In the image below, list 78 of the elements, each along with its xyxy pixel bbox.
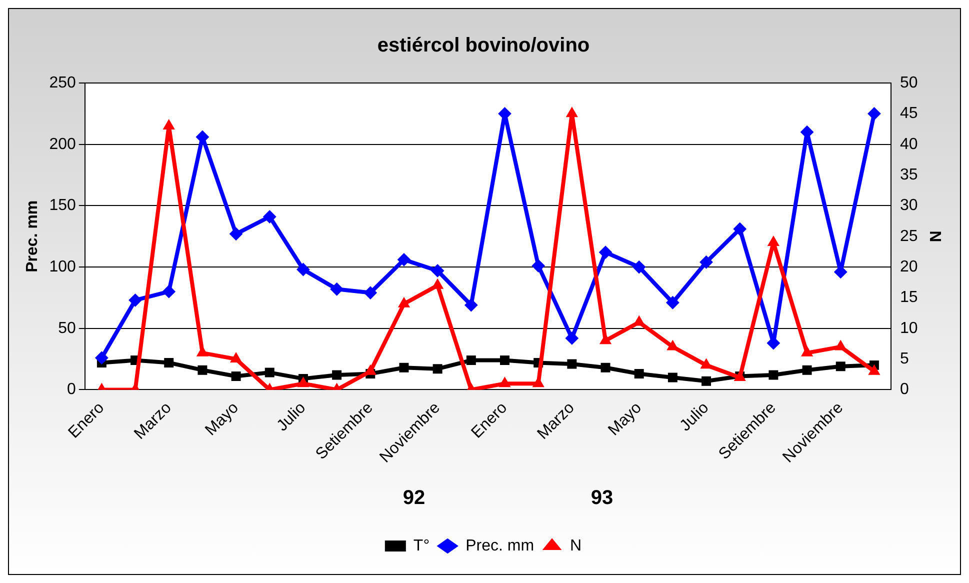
text: 93 <box>590 487 614 510</box>
point <box>666 296 680 310</box>
point <box>332 370 342 380</box>
point <box>431 264 444 278</box>
legend-label: N <box>570 537 582 554</box>
point <box>634 369 644 379</box>
y-axis-title: Prec. mm <box>24 200 42 272</box>
y-tick-label: 50 <box>58 320 76 337</box>
point <box>263 210 276 224</box>
point <box>163 119 175 130</box>
y-tick-label: 150 <box>49 197 76 214</box>
y2-tick-label: 10 <box>900 320 918 337</box>
point <box>298 377 309 388</box>
x-tick-label: Julio <box>274 399 310 435</box>
y2-tick-label: 20 <box>900 258 918 276</box>
point <box>802 365 812 375</box>
point <box>95 351 108 364</box>
y-tick-label: 0 <box>66 381 76 398</box>
y-tick-label: 200 <box>49 136 76 153</box>
point <box>768 370 778 380</box>
point <box>668 372 678 382</box>
y-tick-label: 250 <box>49 74 76 92</box>
y2-tick-label: 0 <box>900 381 910 398</box>
point <box>397 253 410 266</box>
point <box>666 340 678 350</box>
x-tick-label: Julio <box>676 399 712 435</box>
point <box>600 334 612 344</box>
y2-tick-label: 35 <box>900 166 918 184</box>
point <box>464 298 478 312</box>
point <box>702 376 712 386</box>
y2-tick-label: 30 <box>900 197 918 214</box>
chart-title: estiércol bovino/ovino <box>377 34 590 57</box>
point <box>532 259 545 272</box>
point <box>733 222 746 236</box>
point <box>128 294 142 307</box>
point <box>364 286 377 300</box>
point <box>164 358 174 368</box>
point <box>198 365 208 375</box>
point <box>398 297 410 308</box>
point <box>836 362 846 372</box>
y2-axis-title: N <box>926 230 943 242</box>
y2-tick-label: 25 <box>900 228 918 245</box>
point <box>700 358 712 369</box>
point <box>500 356 510 366</box>
point <box>868 364 880 375</box>
point <box>196 346 208 356</box>
point <box>632 260 646 274</box>
legend-label: Prec. mm <box>466 537 534 554</box>
point <box>499 377 510 388</box>
point <box>432 364 442 374</box>
point <box>399 362 409 372</box>
point <box>466 356 476 366</box>
point <box>364 364 376 375</box>
point <box>565 332 578 345</box>
y2-tick-label: 15 <box>900 289 918 306</box>
y2-tick-label: 40 <box>900 136 918 153</box>
point <box>567 359 577 369</box>
point <box>868 107 881 120</box>
point <box>231 371 241 381</box>
point <box>230 227 243 240</box>
text: 92 <box>402 487 426 510</box>
point <box>834 340 846 350</box>
point <box>162 285 176 298</box>
legend-label: T° <box>413 537 430 554</box>
point <box>599 246 612 259</box>
point <box>600 362 610 372</box>
point <box>230 352 242 363</box>
y2-tick-label: 45 <box>900 105 918 122</box>
point <box>566 107 578 118</box>
y-tick-label: 100 <box>49 258 76 276</box>
y2-tick-label: 50 <box>900 74 918 92</box>
point <box>296 262 310 276</box>
point <box>264 368 274 378</box>
point <box>768 236 780 246</box>
point <box>330 282 344 296</box>
point <box>700 256 713 269</box>
point <box>801 346 813 356</box>
y2-tick-label: 5 <box>900 350 910 368</box>
